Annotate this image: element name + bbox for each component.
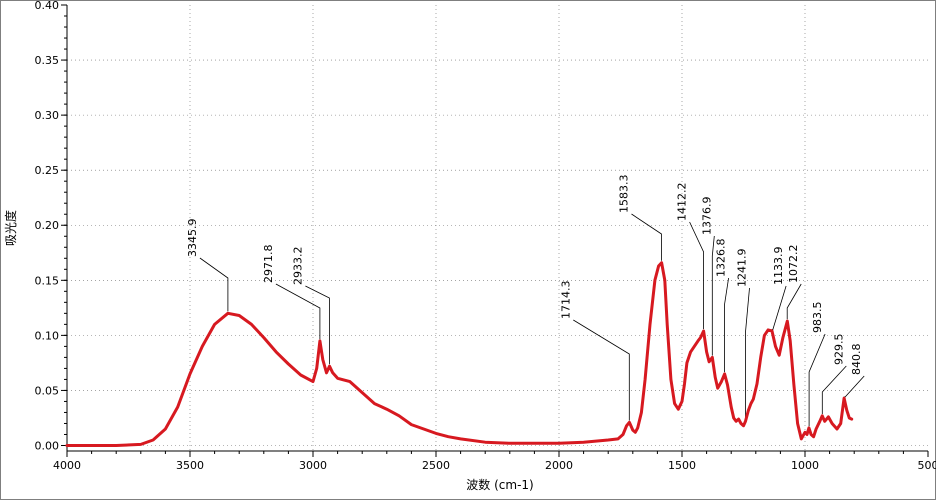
x-tick-label: 500 (918, 459, 936, 472)
x-tick-label: 2500 (422, 459, 450, 472)
x-tick-label: 4000 (53, 459, 81, 472)
x-tick-label: 2000 (545, 459, 573, 472)
peak-label: 1326.8 (715, 239, 728, 278)
y-tick-label: 0.10 (35, 329, 60, 342)
spectrum-series-line (65, 261, 854, 447)
y-tick-label: 0.00 (35, 439, 60, 452)
peak-leader-line (275, 283, 321, 340)
peak-leader-line (305, 285, 330, 365)
x-tick-label: 3500 (176, 459, 204, 472)
x-tick-label: 1500 (668, 459, 696, 472)
y-tick-label: 0.40 (35, 0, 60, 12)
x-axis-title: 波数 (cm-1) (466, 477, 533, 492)
x-tick-label: 1000 (791, 459, 819, 472)
peak-leader-line (786, 283, 802, 320)
peak-label: 3345.9 (186, 219, 199, 258)
y-tick-label: 0.25 (35, 164, 60, 177)
axes-layer: 4000 3500 3000 2500 2000 1500 1000 500 0.00 0.05 0… (35, 0, 936, 472)
peak-leader-line (821, 365, 847, 414)
y-axis-title: 吸光度 (3, 210, 18, 246)
peak-label: 983.5 (811, 302, 824, 334)
y-tick-label: 0.35 (35, 54, 60, 67)
y-tick-label: 0.15 (35, 274, 60, 287)
peak-label: 929.5 (832, 334, 845, 366)
peak-leader-line (689, 221, 704, 330)
peak-label: 1376.9 (700, 197, 713, 236)
peak-leader-line (745, 287, 750, 420)
peak-label: 840.8 (850, 344, 863, 376)
y-tick-label: 0.30 (35, 109, 60, 122)
annotation-layer: 3345.9 2971.8 2933.2 1714.3 1583.3 1412.2 1376… (186, 175, 865, 427)
peak-label: 1133.9 (772, 247, 785, 286)
peak-leader-line (808, 333, 826, 427)
y-tick-label: 0.20 (35, 219, 60, 232)
peak-leader-line (199, 257, 229, 312)
x-tick-label: 3000 (299, 459, 327, 472)
peak-label: 1714.3 (559, 281, 572, 320)
peak-leader-line (573, 319, 630, 421)
y-tick-label: 0.05 (35, 384, 60, 397)
peak-label: 1072.2 (787, 245, 800, 284)
series-layer (65, 261, 854, 447)
peak-label: 1241.9 (736, 249, 749, 288)
peak-label: 1412.2 (676, 183, 689, 222)
peak-leader-line (631, 213, 662, 261)
peak-label: 1583.3 (618, 175, 631, 214)
peak-leader-line (843, 375, 865, 400)
peak-leader-line (771, 285, 787, 333)
peak-label: 2933.2 (291, 247, 304, 286)
peak-label: 2971.8 (262, 245, 275, 284)
peak-leader-line (724, 277, 729, 373)
peak-leader-line (711, 235, 715, 356)
